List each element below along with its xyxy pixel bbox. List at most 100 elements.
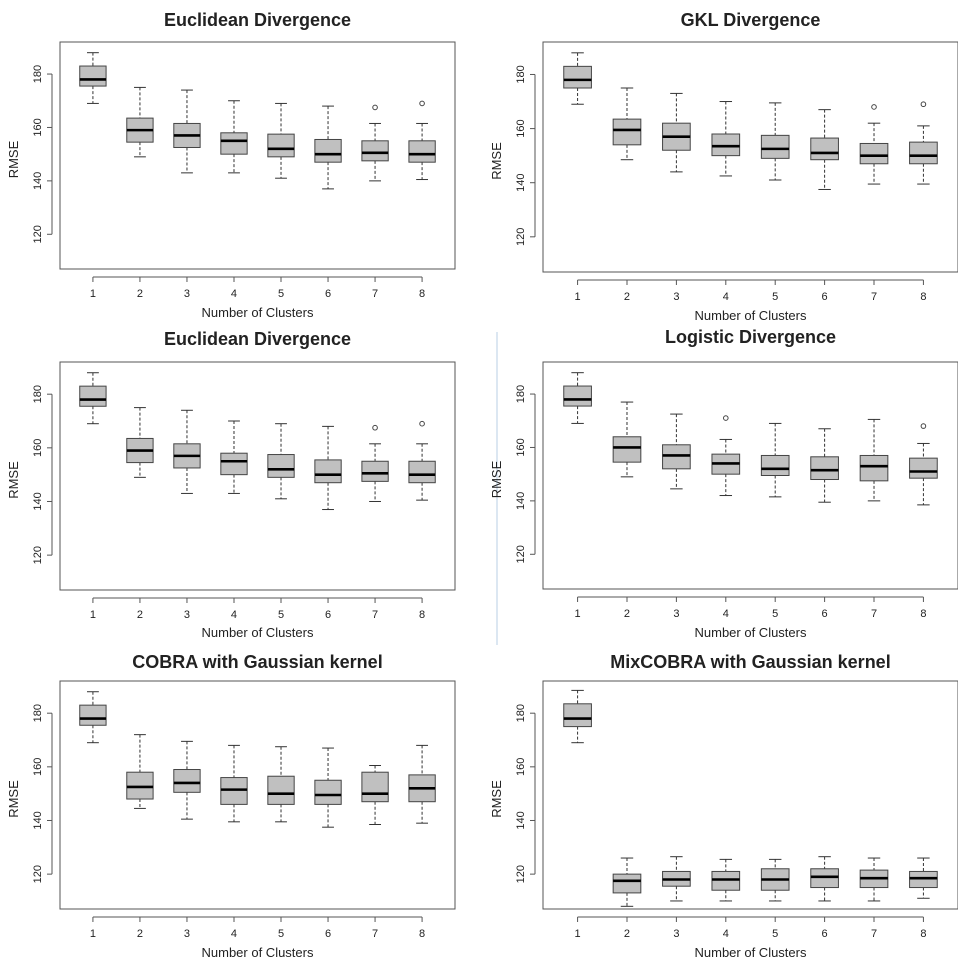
x-tick-label: 5 — [278, 609, 284, 621]
iqr-box — [408, 460, 436, 484]
y-tick-label: 160 — [32, 758, 44, 776]
y-tick-label: 140 — [32, 492, 44, 510]
iqr-box — [612, 436, 642, 463]
box-8 — [408, 100, 436, 181]
plot-title: COBRA with Gaussian kernel — [132, 652, 382, 672]
outlier-point — [920, 101, 927, 108]
box-8 — [909, 101, 938, 185]
x-tick-label: 7 — [871, 928, 877, 940]
x-tick-label: 2 — [137, 928, 143, 940]
box-7 — [361, 424, 389, 502]
plot-panel-6: MixCOBRA with Gaussian kernel12014016018… — [489, 652, 958, 960]
x-tick-label: 6 — [325, 928, 331, 940]
x-tick-label: 3 — [184, 288, 190, 300]
x-tick-label: 1 — [575, 608, 581, 620]
iqr-box — [612, 873, 642, 894]
plot-frame — [59, 680, 456, 910]
iqr-box — [810, 137, 839, 161]
y-tick-label: 180 — [515, 704, 527, 722]
y-tick-label: 180 — [32, 65, 44, 83]
plot-frame — [59, 41, 456, 270]
box-3 — [173, 89, 201, 174]
plot-title: Euclidean Divergence — [164, 329, 351, 349]
y-tick-label: 180 — [515, 65, 527, 83]
iqr-box — [563, 385, 592, 407]
x-tick-label: 8 — [920, 608, 926, 620]
box-3 — [173, 409, 201, 494]
box-8 — [408, 420, 436, 501]
x-tick-label: 7 — [372, 288, 378, 300]
x-axis-label: Number of Clusters — [202, 305, 314, 320]
x-tick-label: 2 — [624, 291, 630, 303]
box-6 — [314, 105, 342, 190]
box-2 — [126, 407, 154, 478]
outlier-point — [372, 104, 378, 111]
x-tick-label: 2 — [137, 288, 143, 300]
box-8 — [909, 423, 938, 506]
y-tick-label: 120 — [515, 545, 527, 563]
box-3 — [173, 740, 201, 820]
x-axis-label: Number of Clusters — [202, 625, 314, 640]
x-tick-label: 8 — [419, 928, 425, 940]
box-4 — [220, 420, 248, 494]
box-5 — [267, 746, 295, 823]
iqr-box — [408, 140, 436, 163]
iqr-box — [220, 777, 248, 805]
y-tick-label: 120 — [32, 865, 44, 883]
outlier-point — [871, 104, 877, 110]
y-tick-label: 140 — [32, 172, 44, 190]
box-8 — [408, 744, 436, 824]
y-tick-label: 120 — [32, 225, 44, 243]
x-tick-label: 4 — [723, 928, 729, 940]
y-tick-label: 160 — [515, 119, 527, 137]
y-tick-label: 180 — [32, 704, 44, 722]
iqr-box — [909, 457, 938, 479]
iqr-box — [909, 870, 938, 889]
box-3 — [662, 92, 691, 173]
y-axis-label: RMSE — [489, 142, 504, 180]
x-tick-label: 7 — [372, 928, 378, 940]
iqr-box — [267, 133, 295, 158]
box-7 — [361, 764, 389, 826]
y-tick-label: 180 — [515, 385, 527, 403]
x-tick-label: 6 — [822, 608, 828, 620]
x-axis-label: Number of Clusters — [202, 945, 314, 960]
x-tick-label: 6 — [822, 291, 828, 303]
iqr-box — [711, 870, 741, 891]
iqr-box — [711, 133, 741, 157]
box-7 — [859, 104, 889, 185]
x-tick-label: 8 — [419, 609, 425, 621]
y-axis-label: RMSE — [489, 780, 504, 818]
y-tick-label: 160 — [32, 118, 44, 136]
x-tick-label: 4 — [723, 291, 729, 303]
x-axis-label: Number of Clusters — [695, 625, 807, 640]
x-tick-label: 1 — [90, 609, 96, 621]
y-tick-label: 140 — [515, 811, 527, 829]
box-6 — [314, 425, 342, 511]
x-tick-label: 4 — [231, 288, 237, 300]
y-axis-label: RMSE — [489, 460, 504, 498]
y-tick-label: 160 — [32, 439, 44, 457]
x-tick-label: 4 — [723, 608, 729, 620]
iqr-box — [361, 771, 389, 803]
box-1 — [563, 52, 592, 105]
x-tick-label: 5 — [772, 928, 778, 940]
box-3 — [662, 413, 691, 490]
x-tick-label: 6 — [325, 288, 331, 300]
x-tick-label: 3 — [673, 291, 679, 303]
box-1 — [79, 52, 107, 104]
iqr-box — [810, 456, 839, 481]
iqr-box — [859, 142, 889, 165]
x-tick-label: 8 — [419, 288, 425, 300]
box-5 — [760, 422, 790, 498]
plot-panel-4: Logistic Divergence 120 140 160 180 RMSE 1 2 3 4 5… — [489, 327, 958, 640]
box-7 — [859, 857, 889, 902]
box-4 — [711, 101, 741, 177]
iqr-box — [361, 140, 389, 162]
box-4 — [711, 415, 741, 497]
y-tick-label: 180 — [32, 385, 44, 403]
x-tick-label: 5 — [278, 288, 284, 300]
iqr-box — [612, 118, 642, 146]
plot-frame — [542, 361, 958, 590]
